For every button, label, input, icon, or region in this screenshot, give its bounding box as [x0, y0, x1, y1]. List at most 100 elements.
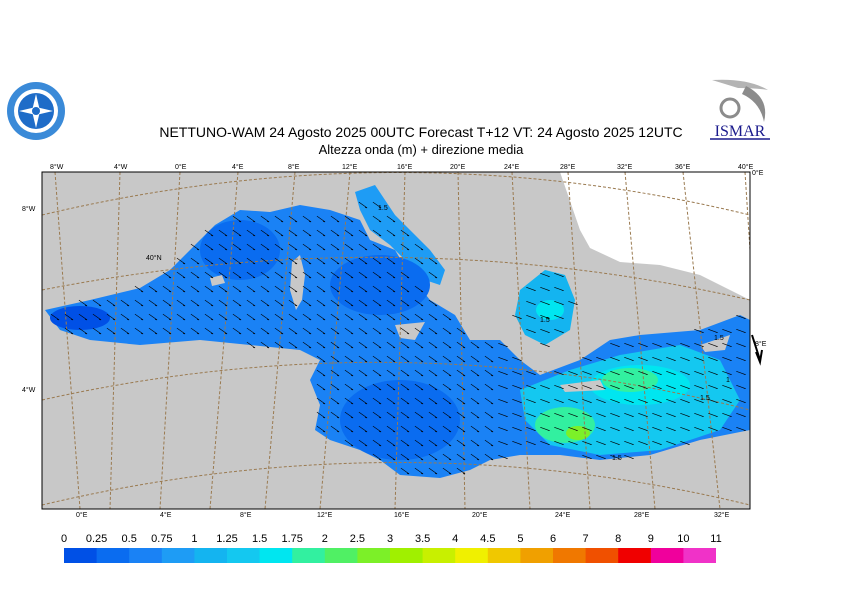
direction-arrow: [666, 427, 676, 431]
direction-arrow: [372, 229, 382, 237]
direction-arrow: [666, 357, 676, 361]
direction-arrow: [372, 369, 382, 377]
direction-arrow: [568, 385, 578, 389]
direction-arrow: [246, 271, 256, 279]
direction-arrow: [316, 327, 326, 335]
direction-arrow: [568, 301, 578, 305]
direction-arrow: [442, 355, 452, 363]
direction-arrow: [148, 327, 158, 335]
colorbar-swatch: [292, 548, 326, 563]
direction-arrow: [470, 453, 480, 461]
direction-arrow: [344, 411, 354, 419]
direction-arrow: [386, 453, 396, 461]
direction-arrow: [428, 383, 438, 391]
direction-arrow: [540, 343, 550, 347]
direction-arrow: [540, 427, 550, 431]
direction-arrow: [512, 399, 522, 403]
direction-arrow: [330, 229, 340, 237]
direction-arrow: [624, 455, 634, 459]
direction-arrow: [204, 229, 214, 237]
direction-arrow: [288, 299, 298, 307]
direction-arrow: [722, 385, 732, 389]
direction-arrow: [582, 399, 592, 403]
direction-arrow: [330, 257, 340, 265]
bottom-lon-label: 0°E: [76, 511, 88, 519]
direction-arrow: [358, 201, 368, 209]
direction-arrow: [78, 299, 88, 307]
colorbar-swatch: [618, 548, 652, 563]
direction-arrow: [218, 299, 228, 307]
direction-arrow: [456, 327, 466, 335]
direction-arrow: [596, 441, 606, 445]
direction-arrow: [400, 355, 410, 363]
direction-arrow: [358, 439, 368, 447]
direction-arrow: [624, 413, 634, 417]
direction-arrow: [288, 229, 298, 237]
direction-arrow: [386, 271, 396, 279]
direction-arrow: [274, 285, 284, 293]
direction-arrow: [512, 315, 522, 319]
top-lon-label: 32°E: [617, 163, 633, 171]
colorbar-level-label: 8: [615, 533, 622, 545]
direction-arrow: [414, 383, 424, 391]
direction-arrow: [302, 243, 312, 251]
contour-label: 1.5: [540, 317, 550, 324]
map-subtitle: Altezza onda (m) + direzione media: [318, 142, 524, 157]
direction-arrow: [554, 413, 564, 417]
direction-arrow: [120, 313, 130, 321]
direction-arrow: [414, 467, 424, 475]
direction-arrow: [190, 243, 200, 251]
direction-arrow: [456, 425, 466, 433]
direction-arrow: [260, 327, 270, 335]
direction-arrow: [624, 343, 634, 347]
direction-arrow: [610, 357, 620, 361]
direction-arrow: [260, 285, 270, 293]
direction-arrow: [652, 399, 662, 403]
direction-arrow: [316, 229, 326, 237]
direction-arrow: [204, 327, 214, 335]
colorbar-swatch: [96, 548, 130, 563]
direction-arrow: [736, 315, 746, 319]
colorbar-swatch: [390, 548, 424, 563]
direction-arrow: [232, 285, 242, 293]
right-lat-label: 0°E: [752, 169, 764, 177]
direction-arrow: [400, 383, 410, 391]
direction-arrow: [358, 313, 368, 321]
direction-arrow: [708, 357, 718, 361]
direction-arrow: [358, 285, 368, 293]
direction-arrow: [540, 301, 550, 305]
direction-arrow: [498, 399, 508, 403]
direction-arrow: [386, 369, 396, 377]
direction-arrow: [204, 271, 214, 279]
direction-arrow: [484, 397, 494, 405]
direction-arrow: [638, 441, 648, 445]
direction-arrow: [694, 385, 704, 389]
direction-arrow: [372, 215, 382, 223]
direction-arrow: [232, 327, 242, 335]
direction-arrow: [386, 341, 396, 349]
direction-arrow: [162, 299, 172, 307]
direction-arrow: [386, 299, 396, 307]
direction-arrow: [204, 257, 214, 265]
direction-arrow: [456, 355, 466, 363]
direction-arrow: [274, 215, 284, 223]
top-lon-label: 8°W: [50, 163, 64, 171]
direction-arrow: [694, 357, 704, 361]
direction-arrow: [582, 357, 592, 361]
direction-arrow: [708, 413, 718, 417]
direction-arrow: [246, 257, 256, 265]
direction-arrow: [652, 343, 662, 347]
direction-arrow: [470, 369, 480, 377]
direction-arrow: [442, 313, 452, 321]
direction-arrow: [148, 285, 158, 293]
direction-arrow: [456, 439, 466, 447]
direction-arrow: [568, 371, 578, 375]
direction-arrow: [484, 341, 494, 349]
direction-arrow: [330, 369, 340, 377]
direction-arrow: [274, 229, 284, 237]
direction-arrow: [316, 257, 326, 265]
direction-arrow: [400, 425, 410, 433]
direction-arrow: [414, 243, 424, 251]
direction-arrow: [260, 229, 270, 237]
bottom-lon-label: 8°E: [240, 511, 252, 519]
